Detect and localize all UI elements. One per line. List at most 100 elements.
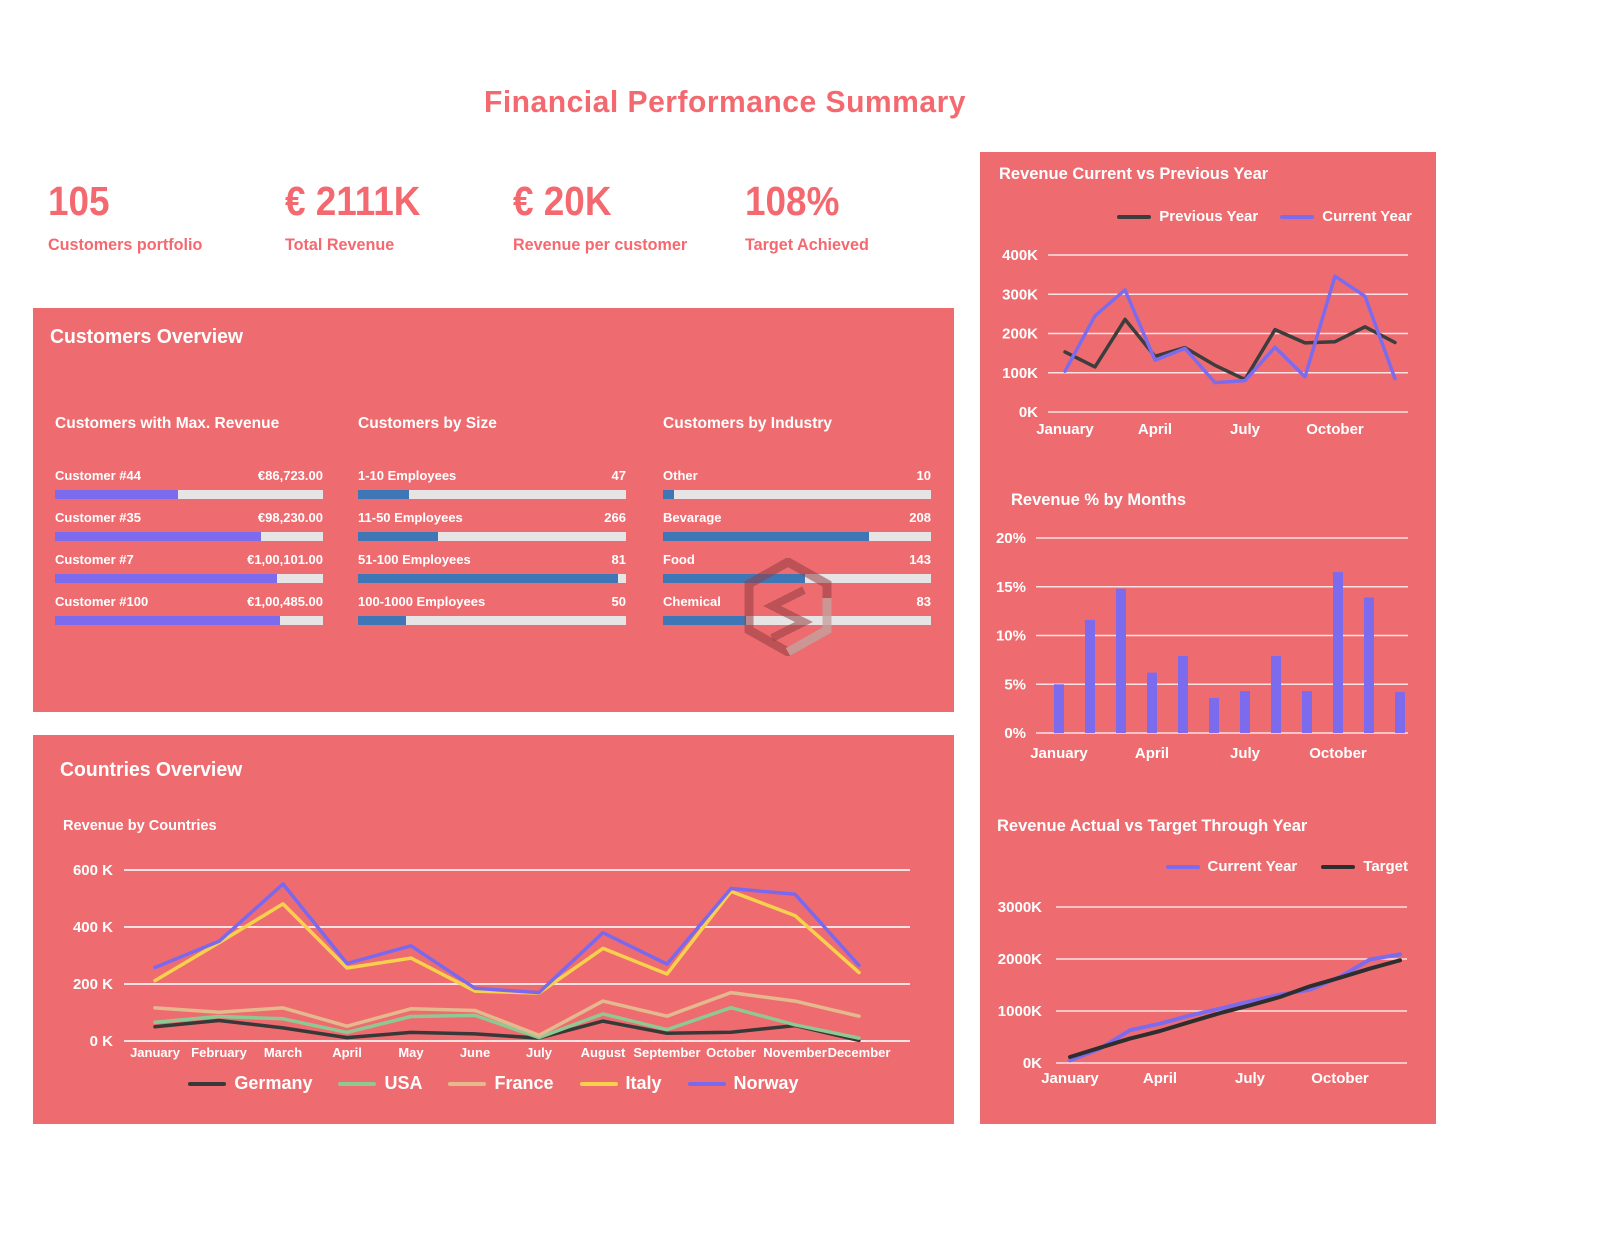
progress-fill (663, 532, 870, 541)
y-axis-tick: 15% (996, 579, 1026, 596)
revenue-current-vs-previous-chart: 0K 100K 200K 300K 400K January April July Octobe… (1002, 247, 1408, 438)
row-label: 51-100 Employees (358, 552, 471, 567)
series-line-current-year (1063, 274, 1397, 385)
progress-fill (663, 616, 747, 625)
row-label: 11-50 Employees (358, 510, 463, 525)
progress-fill (55, 574, 278, 583)
x-axis-tick: January (130, 1045, 181, 1060)
bar-june (1209, 697, 1219, 733)
x-axis-tick: January (1036, 421, 1094, 438)
legend-label: Current Year (1207, 858, 1298, 875)
x-axis-tick: July (1230, 421, 1261, 438)
legend-item-germany: Germany (188, 1073, 312, 1094)
bar-january (1054, 684, 1064, 734)
x-axis-tick: March (264, 1045, 302, 1060)
y-axis-tick: 400 K (73, 919, 113, 936)
row-label: Customer #44 (55, 468, 141, 483)
legend-label: Norway (733, 1073, 799, 1093)
revenue-pct-by-months-block: Revenue % by Months 0% 5% 10% 15% 20% January… (980, 452, 1436, 772)
row-value: 143 (909, 552, 931, 567)
progress-track (663, 532, 931, 541)
legend-item-current-year: Current Year (1280, 208, 1412, 225)
legend-item-norway: Norway (687, 1073, 799, 1094)
progress-row: Food 143 (663, 552, 931, 583)
series-line-france (153, 990, 861, 1038)
chart-title: Revenue Current vs Previous Year (999, 164, 1269, 183)
bar-september (1302, 691, 1312, 733)
revenue-pct-by-months-chart: 0% 5% 10% 15% 20% January April July October (996, 530, 1408, 762)
x-axis-tick: October (706, 1045, 756, 1060)
customers-by-size-section: Customers by Size 1-10 Employees 47 11-50 … (358, 414, 626, 636)
y-axis-tick: 300K (1002, 286, 1038, 303)
kpi-label: Target Achieved (745, 235, 869, 254)
section-title: Customers by Industry (663, 415, 833, 432)
revenue-trends-panel: Revenue Current vs Previous Year Previou… (980, 152, 1436, 1124)
x-axis-tick: May (398, 1045, 424, 1060)
legend-swatch (687, 1081, 726, 1086)
kpi-customers-portfolio: 105 Customers portfolio (48, 178, 210, 255)
row-label: Bevarage (663, 510, 722, 525)
progress-track (358, 616, 626, 625)
row-value: €1,00,101.00 (247, 552, 323, 567)
progress-rows: Customer #44 €86,723.00 Customer #35 €98,23… (55, 468, 323, 625)
y-axis-tick: 600 K (73, 862, 113, 879)
row-label: Customer #7 (55, 552, 134, 567)
chart-title: Revenue % by Months (1011, 490, 1187, 509)
progress-row: 11-50 Employees 266 (358, 510, 626, 541)
y-axis-tick: 10% (996, 628, 1026, 645)
series-line-norway (153, 882, 861, 995)
customers-overview-panel: Customers Overview Customers with Max. R… (33, 308, 954, 712)
legend-swatch (579, 1081, 618, 1086)
y-axis-tick: 5% (1004, 676, 1026, 693)
series-line-current-year (1068, 952, 1402, 1063)
kpi-target-achieved: 108% Target Achieved (745, 178, 875, 255)
x-axis-tick: October (1306, 421, 1364, 438)
progress-track (358, 574, 626, 583)
x-axis-tick: April (332, 1045, 362, 1060)
y-axis-tick: 200K (1002, 326, 1038, 343)
series-line-usa (153, 1005, 861, 1040)
y-axis-tick: 0K (1019, 404, 1038, 421)
legend-label: Target (1363, 858, 1408, 875)
legend-swatch (448, 1081, 487, 1086)
kpi-value: 108% (745, 178, 840, 224)
panel-title: Customers Overview (50, 326, 244, 348)
progress-fill (358, 616, 407, 625)
series-line-germany (153, 1018, 861, 1043)
customers-max-revenue-section: Customers with Max. Revenue Customer #44… (55, 414, 323, 636)
legend-swatch (1280, 214, 1315, 219)
progress-fill (55, 490, 179, 499)
legend-label: Current Year (1322, 208, 1412, 225)
row-value: 208 (909, 510, 931, 525)
revenue-current-vs-previous-block: Revenue Current vs Previous Year Previou… (980, 152, 1436, 452)
x-axis-tick: January (1030, 745, 1088, 762)
kpi-label: Customers portfolio (48, 235, 203, 254)
y-axis-tick: 20% (996, 530, 1026, 547)
x-axis-tick: April (1138, 421, 1172, 438)
bar-april (1147, 672, 1157, 733)
progress-row: Customer #35 €98,230.00 (55, 510, 323, 541)
progress-row: 51-100 Employees 81 (358, 552, 626, 583)
progress-track (663, 574, 931, 583)
revenue-by-countries-chart: 0 K 200 K 400 K 600 K January February March Ap… (73, 862, 910, 1060)
bar-august (1271, 656, 1281, 733)
y-axis-tick: 0K (1023, 1055, 1042, 1072)
legend-label: USA (384, 1073, 423, 1093)
y-axis-tick: 3000K (998, 899, 1042, 916)
row-value: 81 (611, 552, 626, 567)
section-title: Customers with Max. Revenue (55, 415, 280, 432)
x-axis-tick: October (1311, 1070, 1369, 1087)
y-axis-tick: 0% (1004, 725, 1026, 742)
legend-item-usa: USA (338, 1073, 422, 1094)
legend-swatch (188, 1081, 227, 1086)
y-axis-tick: 1000K (998, 1003, 1042, 1020)
bar-july (1240, 691, 1250, 733)
legend-label: Previous Year (1159, 208, 1259, 225)
legend-swatch (1321, 864, 1356, 869)
progress-fill (663, 490, 674, 499)
chart-legend: Current Year Target (1165, 858, 1408, 875)
x-axis-tick: April (1135, 745, 1169, 762)
legend-item-italy: Italy (579, 1073, 662, 1094)
row-value: €86,723.00 (257, 468, 323, 483)
